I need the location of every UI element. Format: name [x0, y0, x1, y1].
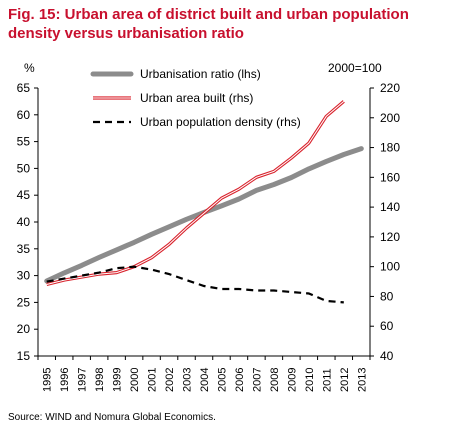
x-axis-tick-label: 2003	[182, 368, 194, 392]
left-axis-tick-label: 40	[17, 215, 31, 229]
x-axis-tick-label: 2001	[147, 368, 159, 392]
x-axis-tick-label: 2008	[269, 368, 281, 392]
left-axis-tick-label: 50	[17, 161, 31, 175]
x-axis-tick-label: 2013	[356, 368, 368, 392]
x-axis-tick-label: 2011	[321, 368, 333, 392]
x-axis-tick-label: 2002	[164, 368, 176, 392]
x-axis-tick-label: 1999	[112, 368, 124, 392]
legend: Urbanisation ratio (lhs) Urban area built…	[90, 67, 301, 129]
left-axis-tick-label: 35	[17, 242, 31, 256]
source-note: Source: WIND and Nomura Global Economics…	[8, 412, 216, 423]
series-line-urban-area-built-inner	[46, 101, 345, 285]
chart-canvas: % 2000=100 15 20 25 30 35 40 45 50 55 60 65 40 60 80 100…	[17, 61, 401, 392]
x-axis-tick-label: 2012	[339, 368, 351, 392]
right-axis-tick-label: 100	[380, 260, 400, 274]
x-axis-tick-label: 2004	[199, 368, 211, 392]
right-axis-unit-label: 2000=100	[328, 61, 382, 75]
axes: % 2000=100 15 20 25 30 35 40 45 50 55 60 65 40 60 80 100…	[17, 61, 401, 392]
legend-label: Urban population density (rhs)	[140, 115, 301, 129]
right-axis-tick-label: 220	[380, 81, 400, 95]
x-axis-tick-label: 1996	[59, 368, 71, 392]
right-axis-tick-label: 60	[380, 319, 394, 333]
left-axis-tick-label: 45	[17, 188, 31, 202]
x-axis-tick-label: 1998	[94, 368, 106, 392]
legend-label: Urban area built (rhs)	[140, 91, 253, 105]
left-axis-tick-label: 15	[17, 349, 31, 363]
right-axis-tick-label: 40	[380, 349, 394, 363]
left-axis-tick-label: 60	[17, 108, 31, 122]
x-axis-tick-label: 2000	[129, 368, 141, 392]
left-axis-tick-label: 20	[17, 322, 31, 336]
series-group	[44, 100, 364, 304]
x-axis-tick-label: 2007	[251, 368, 263, 392]
right-axis-tick-label: 120	[380, 230, 400, 244]
x-axis-tick-label: 2009	[286, 368, 298, 392]
x-axis-tick-label: 2010	[304, 368, 316, 392]
left-axis-tick-label: 25	[17, 295, 31, 309]
x-axis-tick-label: 2005	[216, 368, 228, 392]
left-axis-tick-label: 65	[17, 81, 31, 95]
left-axis-tick-label: 30	[17, 269, 31, 283]
x-axis-tick-label: 1997	[77, 368, 89, 392]
chart-title: Fig. 15: Urban area of district built an…	[8, 5, 448, 43]
right-axis-tick-label: 180	[380, 141, 400, 155]
right-axis-tick-label: 140	[380, 200, 400, 214]
chart-title-line-2: density versus urbanisation ratio	[8, 25, 244, 42]
right-axis-tick-label: 80	[380, 289, 394, 303]
x-axis-tick-label: 2006	[234, 368, 246, 392]
legend-label: Urbanisation ratio (lhs)	[140, 67, 261, 81]
left-axis-tick-label: 55	[17, 135, 31, 149]
right-axis-tick-label: 200	[380, 111, 400, 125]
series-line-urban-population-density	[46, 265, 344, 304]
right-axis-tick-label: 160	[380, 170, 400, 184]
x-axis-tick-label: 1995	[42, 368, 54, 392]
chart-title-line-1: Fig. 15: Urban area of district built an…	[8, 6, 409, 23]
left-axis-unit-label: %	[24, 61, 35, 75]
